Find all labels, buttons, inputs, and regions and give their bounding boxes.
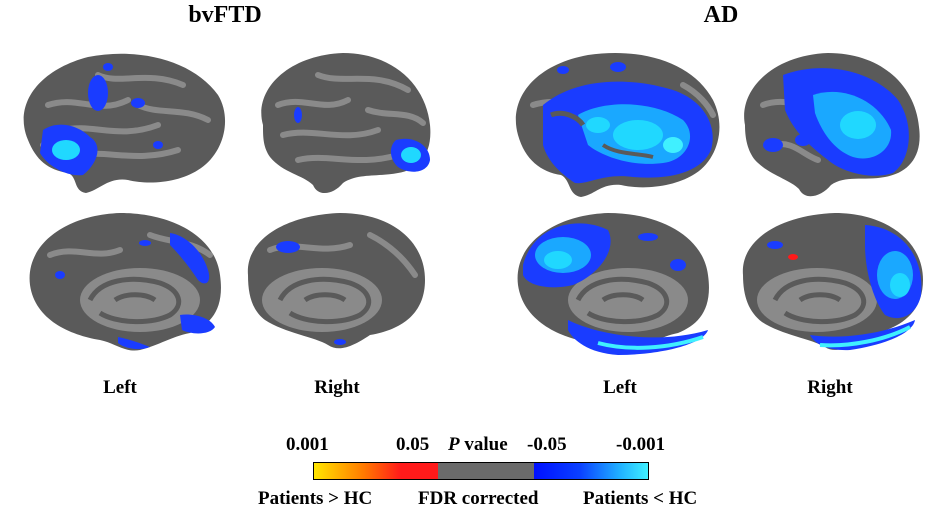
colorbar-positive [314, 463, 438, 479]
colorbar-negative [534, 463, 648, 479]
pvalue-italic: P [448, 434, 460, 455]
pvalue-rest: value [459, 434, 508, 455]
label-bvftd-left: Left [103, 377, 137, 398]
brain-ad-left-lateral [503, 45, 728, 200]
legend-tick-neg005: -0.05 [527, 434, 567, 455]
brain-ad-right-medial [735, 205, 930, 360]
label-ad-left: Left [603, 377, 637, 398]
brain-ad-right-lateral [733, 45, 928, 205]
brain-bvftd-right-medial [240, 205, 430, 355]
legend-patients-gt-hc: Patients > HC [258, 488, 373, 509]
brain-ad-left-medial [508, 205, 718, 360]
title-ad: AD [703, 2, 739, 28]
legend-pvalue-label: P value [448, 434, 508, 456]
brain-bvftd-left-medial [20, 205, 230, 355]
title-bvftd: bvFTD [188, 2, 262, 28]
brain-bvftd-left-lateral [8, 45, 233, 195]
label-ad-right: Right [807, 377, 853, 398]
legend-tick-005: 0.05 [396, 434, 430, 455]
brain-bvftd-right-lateral [248, 45, 438, 200]
label-bvftd-right: Right [314, 377, 360, 398]
legend-tick-0001: 0.001 [286, 434, 329, 455]
legend-patients-lt-hc: Patients < HC [583, 488, 698, 509]
colorbar [313, 462, 649, 480]
legend-tick-neg0001: -0.001 [616, 434, 666, 455]
legend-fdr-corrected: FDR corrected [418, 488, 539, 509]
colorbar-nonsig [437, 463, 535, 479]
